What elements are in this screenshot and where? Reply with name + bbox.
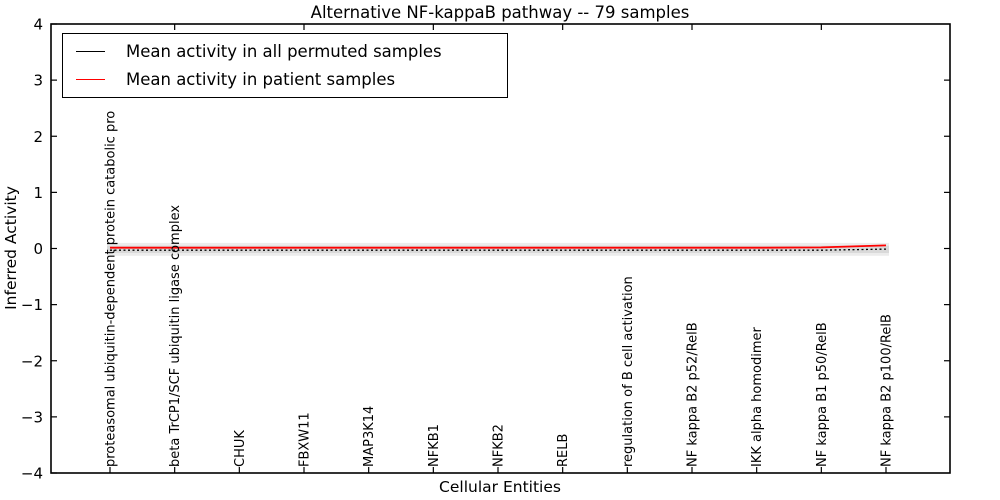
y-tick-label: 3 [33, 72, 43, 90]
y-tick-label: −3 [21, 408, 43, 426]
permuted-mean-line [110, 248, 887, 251]
x-tick-label: regulation of B cell activation [621, 276, 636, 467]
x-tick-label: NF kappa B1 p50/RelB [815, 322, 830, 467]
y-tick-label: 0 [33, 240, 43, 258]
chart-title: Alternative NF-kappaB pathway -- 79 samp… [310, 3, 690, 22]
x-tick-label: RELB [556, 434, 571, 467]
x-tick-label: NFKB2 [492, 424, 507, 467]
y-tick-label: 4 [33, 16, 43, 34]
x-tick-label: NF kappa B2 p52/RelB [686, 322, 701, 467]
x-axis-label: Cellular Entities [439, 478, 561, 496]
x-tick-label: beta TrCP1/SCF ubiquitin ligase complex [168, 205, 183, 467]
legend-entry-permuted: Mean activity in all permuted samples [63, 41, 507, 63]
legend-label-patient: Mean activity in patient samples [126, 70, 396, 89]
x-tick-label: proteasomal ubiquitin-dependent protein … [104, 111, 119, 467]
x-tick-label: MAP3K14 [362, 406, 377, 467]
x-tick-label: FBXW11 [298, 412, 313, 467]
y-tick-label: 1 [33, 184, 43, 202]
legend-entry-patient: Mean activity in patient samples [63, 69, 507, 91]
permuted-std-band [107, 245, 889, 253]
x-tick-label: CHUK [233, 430, 248, 467]
y-tick-label: 2 [33, 128, 43, 146]
y-tick-label: −1 [21, 296, 43, 314]
x-tick-label: NF kappa B2 p100/RelB [880, 314, 895, 467]
legend: Mean activity in all permuted samples Me… [62, 33, 508, 98]
permuted-line-sample [76, 51, 105, 52]
y-tick-label: −2 [21, 352, 43, 370]
y-tick-label: −4 [21, 465, 43, 483]
patient-mean-line [110, 244, 887, 249]
legend-label-permuted: Mean activity in all permuted samples [126, 42, 442, 61]
x-tick-label: IKK alpha homodimer [750, 326, 765, 467]
patient-line-sample [76, 79, 105, 80]
x-tick-label: NFKB1 [427, 424, 442, 467]
